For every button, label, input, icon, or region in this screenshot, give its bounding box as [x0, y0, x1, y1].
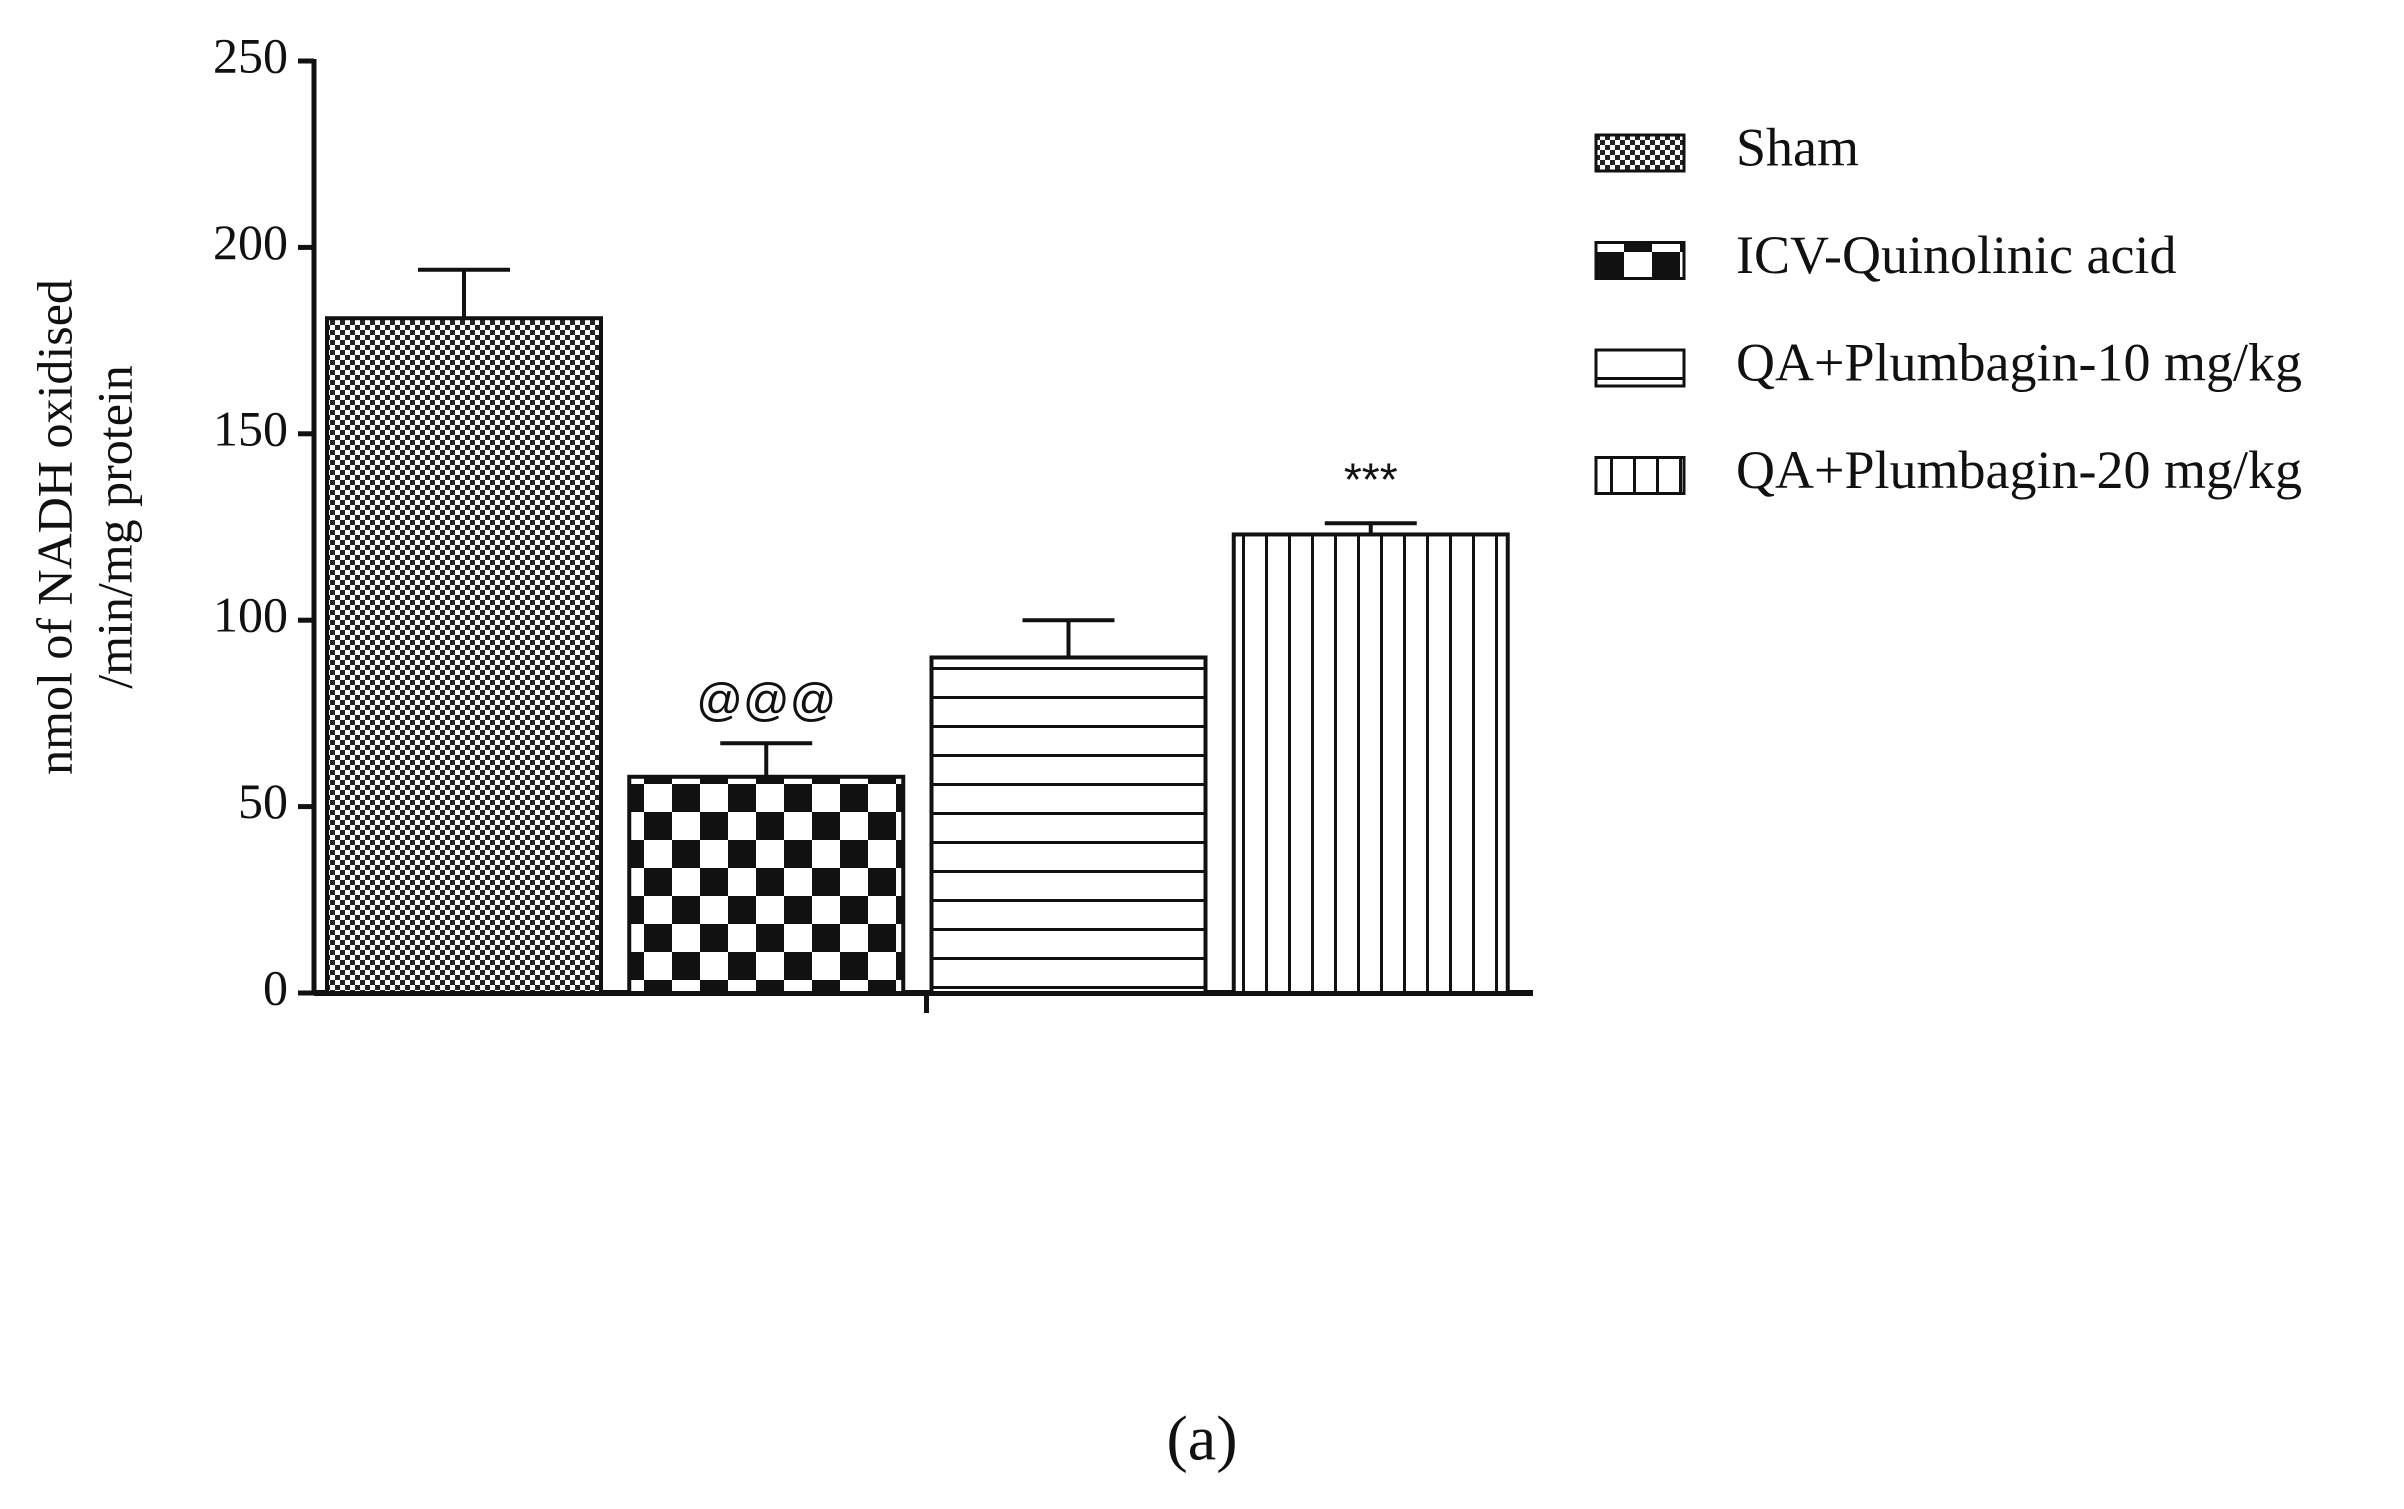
y-axis-label: /min/mg protein [86, 365, 142, 689]
caption: (a) [1166, 1403, 1237, 1474]
legend-label: QA+Plumbagin-20 mg/kg [1736, 440, 2302, 500]
legend-label: Sham [1736, 117, 1859, 177]
y-tick-label: 100 [213, 587, 288, 643]
annotation: *** [1344, 453, 1398, 505]
y-tick-label: 150 [213, 400, 288, 456]
y-tick-label: 200 [213, 214, 288, 270]
y-tick-label: 250 [213, 27, 288, 83]
annotation: @@@ [696, 673, 836, 725]
legend-swatch [1594, 133, 1686, 173]
legend-label: ICV-Quinolinic acid [1736, 225, 2176, 285]
bar [929, 655, 1208, 995]
legend-swatch [1594, 348, 1686, 388]
legend-swatch [1594, 456, 1686, 495]
bar [627, 774, 906, 995]
bar [325, 316, 603, 995]
y-axis-label: nmol of NADH oxidised [26, 279, 82, 775]
bar [1231, 532, 1510, 995]
y-tick-label: 50 [238, 773, 288, 829]
legend-swatch [1594, 241, 1686, 280]
legend-label: QA+Plumbagin-10 mg/kg [1736, 332, 2302, 392]
y-tick-label: 0 [263, 959, 288, 1015]
